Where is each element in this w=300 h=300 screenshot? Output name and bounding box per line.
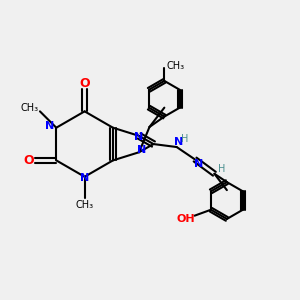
Text: O: O <box>79 77 90 90</box>
Text: N: N <box>80 173 89 183</box>
Text: CH₃: CH₃ <box>167 61 185 71</box>
Text: H: H <box>181 134 188 144</box>
Text: OH: OH <box>177 214 196 224</box>
Text: CH₃: CH₃ <box>76 200 94 210</box>
Text: N: N <box>137 145 147 155</box>
Text: H: H <box>218 164 226 174</box>
Text: N: N <box>45 121 54 131</box>
Text: N: N <box>173 137 183 147</box>
Text: N: N <box>134 132 144 142</box>
Text: N: N <box>194 159 203 169</box>
Text: O: O <box>23 154 34 167</box>
Text: CH₃: CH₃ <box>20 103 39 113</box>
